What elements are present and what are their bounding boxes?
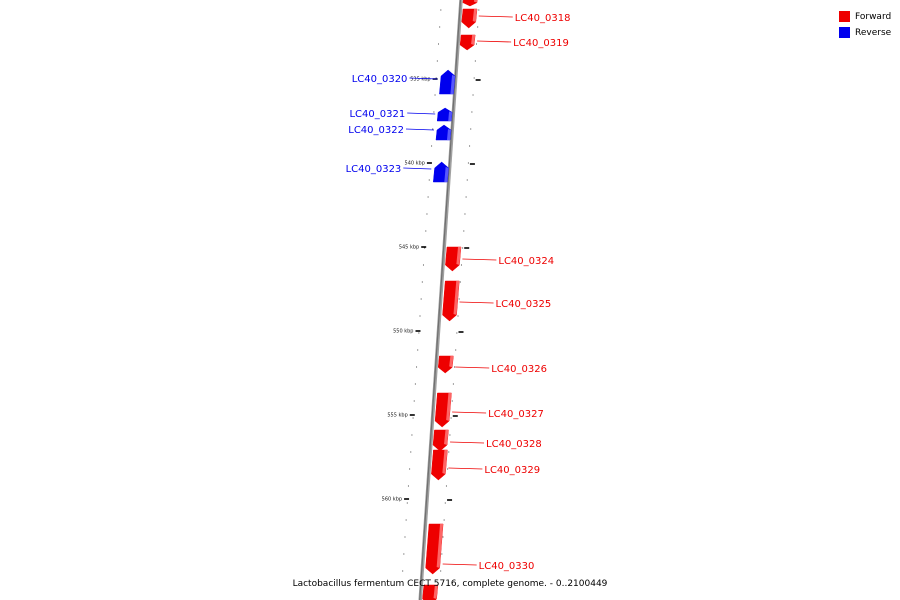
gene-leader-line xyxy=(459,301,494,304)
gene-arrow-highlight xyxy=(448,111,453,121)
legend: Forward Reverse xyxy=(839,9,891,41)
legend-label-forward: Forward xyxy=(855,11,892,22)
gene-label: LC40_0327 xyxy=(488,409,544,420)
legend-label-reverse: Reverse xyxy=(855,27,892,38)
tick-label: 555 kbp xyxy=(387,413,407,419)
gene-leader-line xyxy=(477,40,512,43)
gene-label: LC40_0325 xyxy=(496,299,552,310)
forward-swatch-icon xyxy=(839,11,850,22)
tick-label: 550 kbp xyxy=(393,329,413,335)
gene-leader-line xyxy=(405,128,435,131)
gene-leader-line xyxy=(409,77,438,80)
gene-arrow-highlight xyxy=(444,430,449,445)
legend-item-reverse: Reverse xyxy=(839,25,891,40)
gene-arrow-forward xyxy=(462,0,478,7)
gene-arrow-highlight xyxy=(473,0,478,3)
legend-item-forward: Forward xyxy=(839,9,891,24)
gene-label: LC40_0318 xyxy=(515,13,571,24)
gene-leader-line xyxy=(455,366,490,369)
gene-arrow-highlight xyxy=(456,247,462,265)
gene-leader-line xyxy=(450,441,485,444)
gene-leader-line xyxy=(442,563,477,566)
gene-label: LC40_0324 xyxy=(498,256,554,267)
gene-arrow-highlight xyxy=(472,9,478,22)
reverse-swatch-icon xyxy=(839,27,850,38)
gene-label: LC40_0326 xyxy=(491,364,547,375)
gene-leader-line xyxy=(403,167,432,170)
gene-arrow-highlight xyxy=(433,585,438,599)
gene-arrow-highlight xyxy=(442,450,448,474)
gene-label: LC40_0321 xyxy=(349,109,405,120)
gene-arrow-highlight xyxy=(450,75,456,94)
gene-arrow-highlight xyxy=(453,281,460,315)
gene-arrow-highlight xyxy=(446,393,452,421)
gene-label: LC40_0320 xyxy=(352,74,408,85)
gene-arrow-highlight xyxy=(471,35,476,45)
gene-label: LC40_0330 xyxy=(479,561,535,572)
gene-arrow-reverse xyxy=(436,107,453,122)
gene-arrow-highlight xyxy=(444,167,449,182)
gene-label: LC40_0322 xyxy=(348,125,404,136)
genome-caption: Lactobacillus fermentum CECT 5716, compl… xyxy=(292,579,608,589)
gene-leader-line xyxy=(448,467,483,470)
gene-arrow-highlight xyxy=(446,129,452,140)
tick-label: 540 kbp xyxy=(405,161,425,167)
gene-label: LC40_0323 xyxy=(346,164,402,175)
gene-leader-line xyxy=(462,258,497,261)
tick-label: 535 kbp xyxy=(410,77,430,83)
tick-label: 545 kbp xyxy=(399,245,419,251)
gene-leader-line xyxy=(452,411,487,414)
gene-arrow-highlight xyxy=(449,356,454,368)
backbone-line xyxy=(419,0,462,600)
tick-label: 560 kbp xyxy=(382,497,402,503)
gene-label: LC40_0319 xyxy=(513,38,569,49)
gene-arrow-highlight xyxy=(436,524,444,568)
gene-label: LC40_0328 xyxy=(486,439,542,450)
gene-label: LC40_0329 xyxy=(484,465,540,476)
gene-arrow-reverse xyxy=(435,124,452,141)
gene-leader-line xyxy=(478,15,513,18)
gene-leader-line xyxy=(407,112,436,115)
